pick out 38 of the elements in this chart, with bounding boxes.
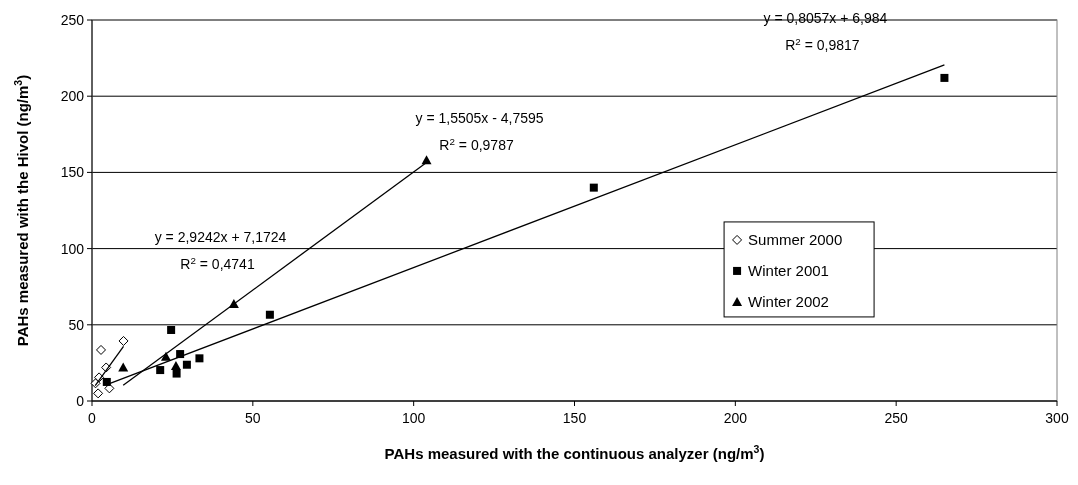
point	[170, 360, 181, 370]
point	[104, 383, 115, 394]
annotation: R$^{2}$ = 0,9787	[439, 135, 514, 154]
point	[940, 73, 949, 82]
x-tick-label: 150	[562, 410, 587, 426]
y-tick-label: 150	[60, 164, 85, 181]
y-tick-label: 50	[68, 316, 85, 333]
y-tick-label: 100	[60, 240, 85, 257]
y-tick-label: 0	[76, 392, 85, 409]
x-tick-label: 50	[245, 410, 261, 426]
x-tick-label: 300	[1045, 410, 1069, 426]
y-tick-label: 250	[60, 11, 85, 28]
y-tick-label: 200	[60, 88, 85, 105]
point	[96, 344, 107, 355]
point	[118, 335, 129, 346]
point	[167, 325, 176, 334]
annotation: y = 0,8057x + 6,984	[763, 9, 888, 26]
annotation: y = 2,9242x + 7,1724	[154, 229, 287, 246]
point	[172, 369, 181, 378]
x-tick-label: 0	[88, 410, 97, 426]
annotation: R$^{2}$ = 0,4741	[180, 254, 255, 273]
point	[118, 362, 129, 372]
legend-label: Winter 2002	[748, 293, 829, 311]
point	[589, 183, 598, 192]
point	[182, 360, 191, 369]
x-tick-label: 250	[884, 410, 909, 426]
point	[102, 377, 111, 386]
legend-label: Winter 2001	[748, 262, 829, 280]
x-axis-title: PAHs measured with the continuous analyzer (ng/m$^{3}$)	[384, 443, 765, 462]
point	[265, 310, 274, 319]
legend-label: Summer 2000	[748, 231, 843, 249]
point	[156, 366, 165, 375]
x-tick-label: 100	[401, 410, 426, 426]
point	[93, 388, 104, 399]
point	[195, 354, 204, 363]
annotation: y = 1,5505x - 4,7595	[415, 110, 544, 127]
annotation: R$^{2}$ = 0,9817	[785, 35, 860, 53]
x-tick-label: 200	[723, 410, 748, 426]
